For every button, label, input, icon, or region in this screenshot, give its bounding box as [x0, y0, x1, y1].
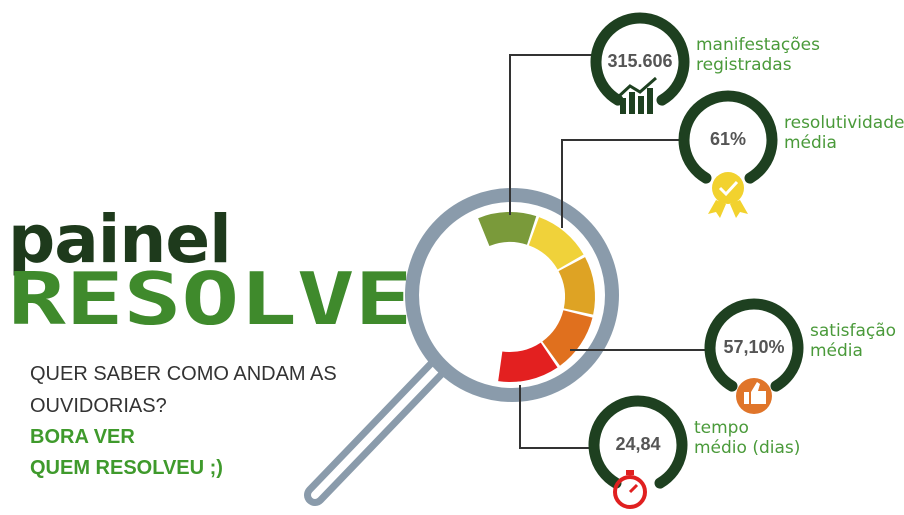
metric-value: 57,10%	[723, 337, 784, 357]
icon-stopwatch	[615, 470, 645, 507]
gauge-segment	[500, 355, 549, 367]
icon-thumb	[736, 378, 772, 414]
magnifier	[315, 195, 612, 495]
infographic: painel RESOLVEU? QUER SABER COMO ANDAM A…	[0, 0, 904, 515]
metric-caption: médio (dias)	[694, 438, 800, 458]
metric-caption: registradas	[696, 55, 792, 75]
metric-caption: média	[784, 133, 837, 153]
metric-caption: satisfação	[810, 321, 896, 341]
metric-value: 61%	[710, 129, 746, 149]
gauge-segment	[572, 264, 580, 311]
metric-caption: média	[810, 341, 863, 361]
metric-caption: resolutividade	[784, 113, 904, 133]
metric-caption: tempo	[694, 418, 749, 438]
metric-value: 315.606	[607, 51, 672, 71]
intro-line: QUER SABER COMO ANDAM AS	[30, 363, 337, 385]
icon-chart	[617, 78, 656, 114]
gauge-segment	[484, 227, 532, 232]
intro-line: OUVIDORIAS?	[30, 395, 167, 417]
metric-caption: manifestações	[696, 35, 820, 55]
icon-badge	[708, 172, 748, 218]
metric-value: 24,84	[615, 434, 660, 454]
intro-highlight: BORA VER	[30, 426, 135, 448]
intro-highlight: QUEM RESOLVEU ;)	[30, 457, 223, 479]
